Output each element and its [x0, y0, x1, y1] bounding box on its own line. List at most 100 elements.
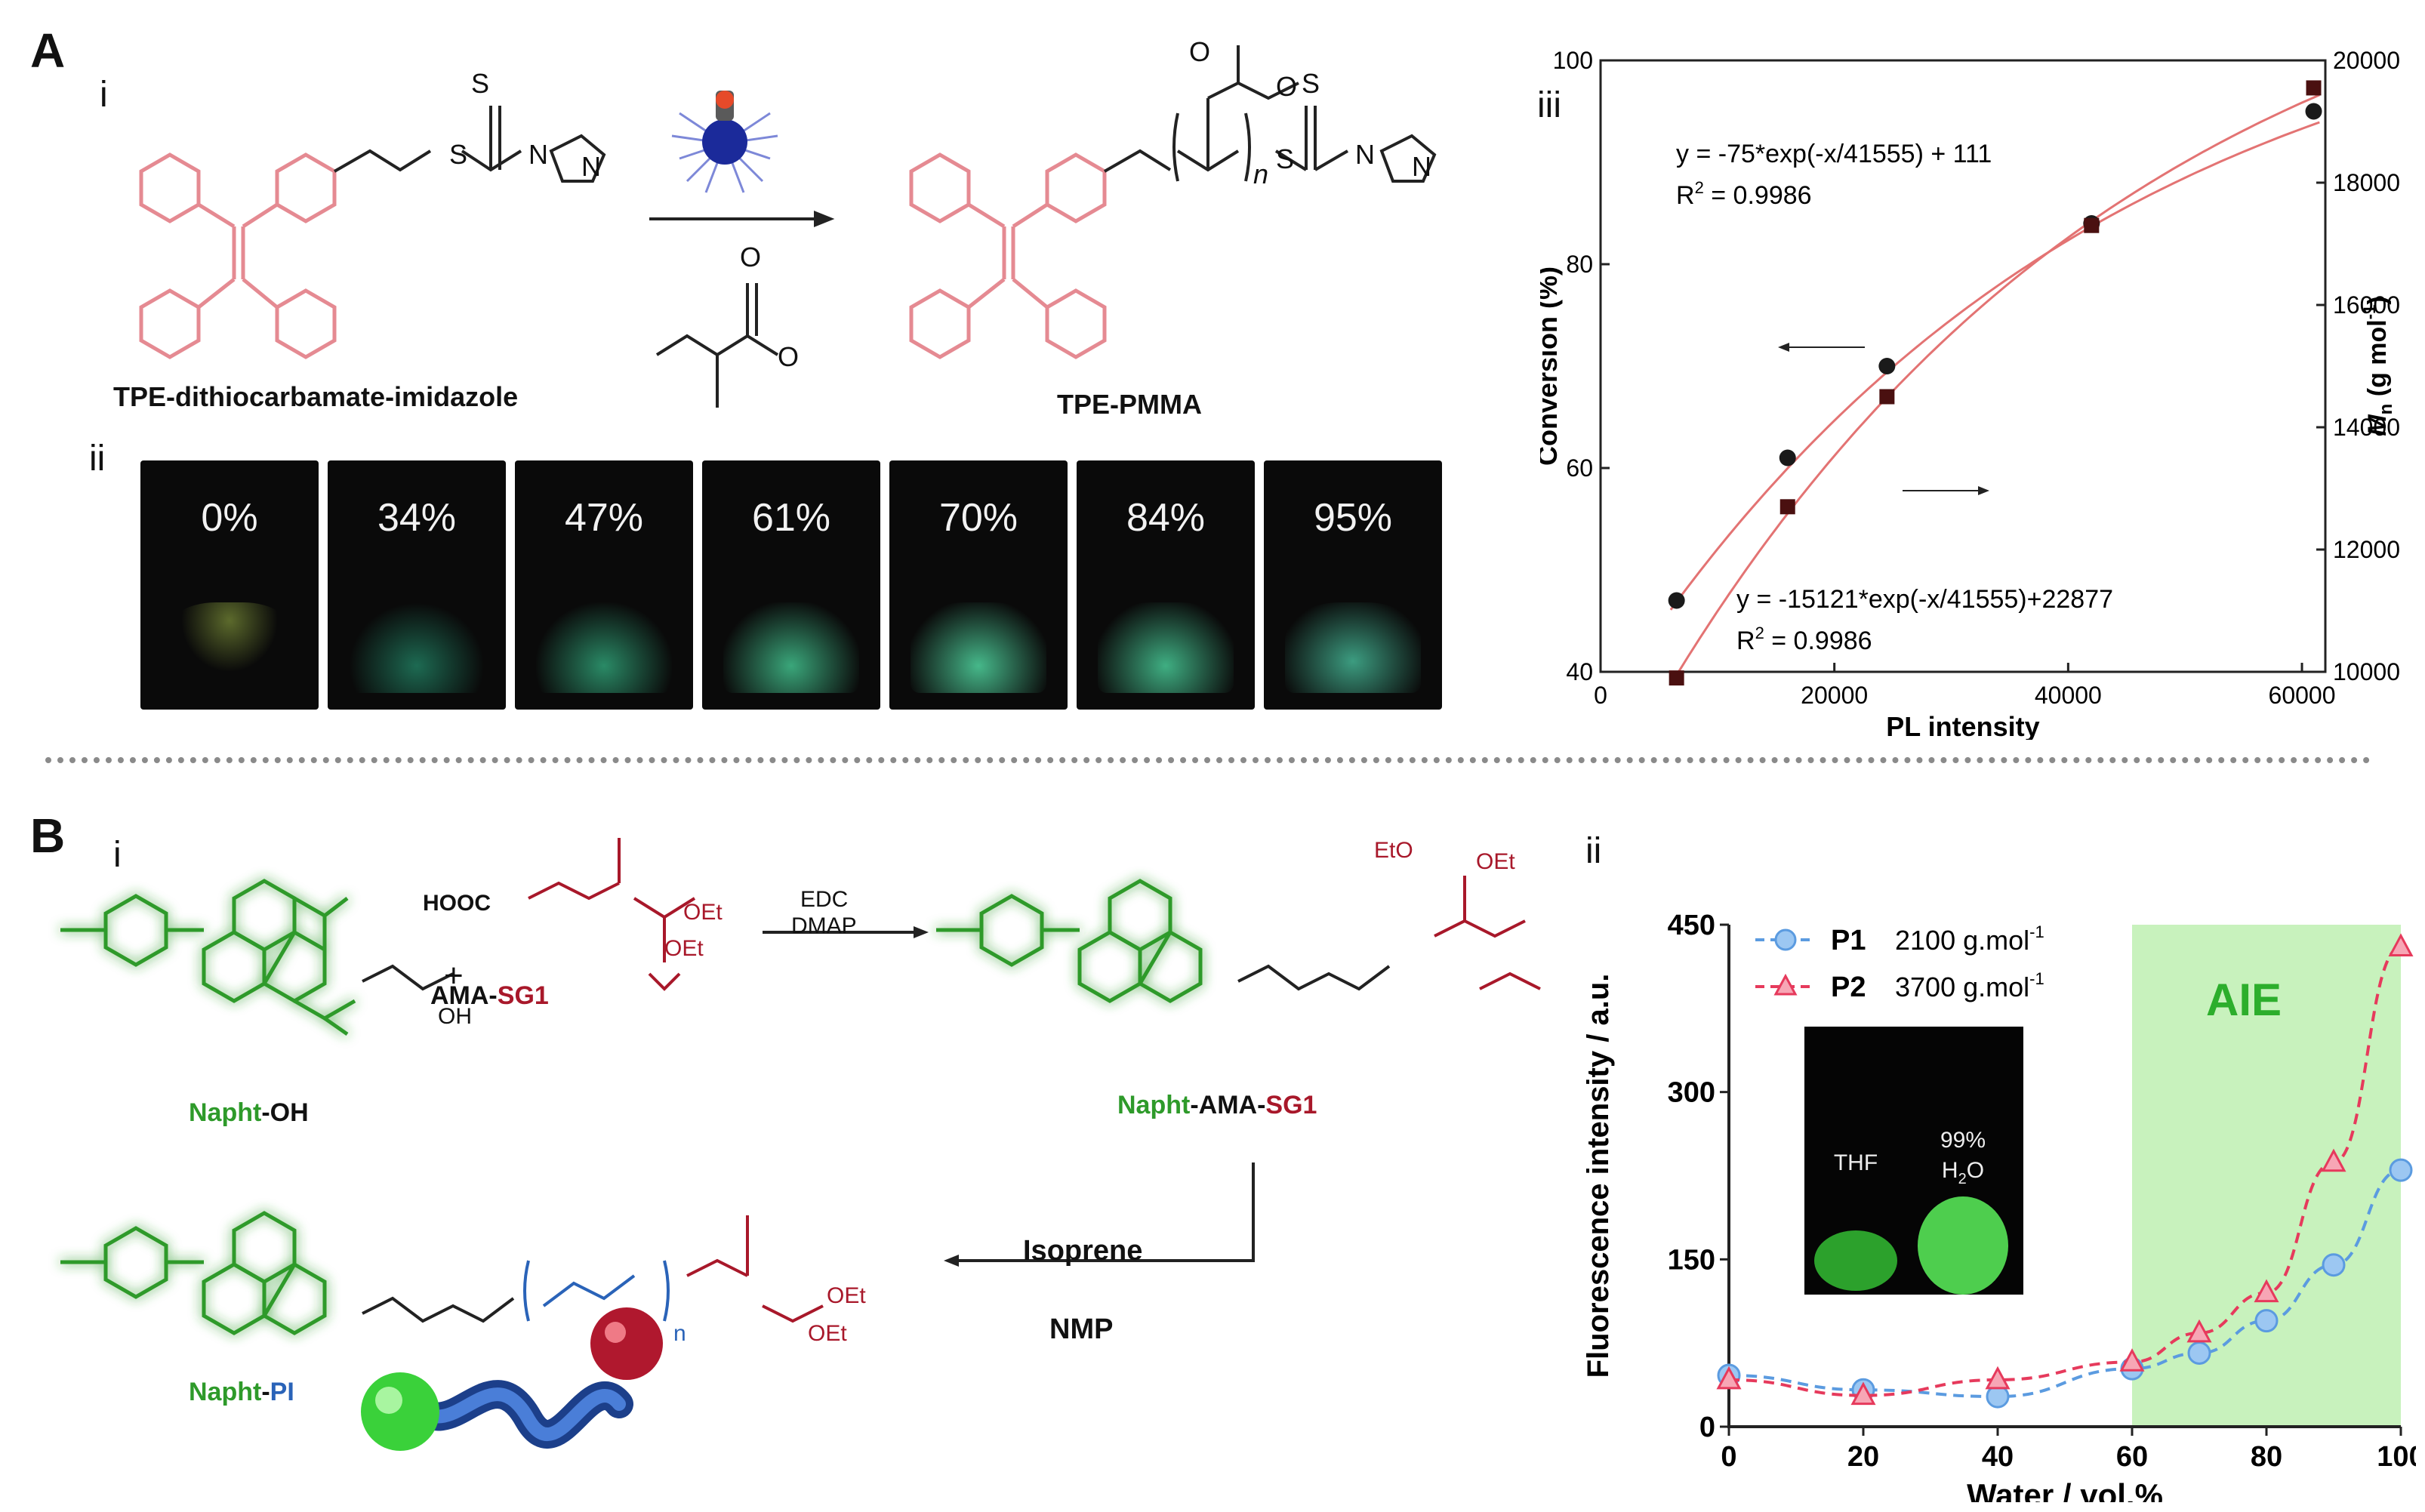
- fit-equation: y = -75*exp(-x/41555) + 111: [1676, 140, 1992, 168]
- y-axis-label: Conversion (%): [1540, 266, 1563, 466]
- polymer-cartoon: [361, 1307, 663, 1451]
- y2-tick-label: 10000: [2333, 658, 2400, 685]
- fluorescence-vs-water-chart: AIE 0 20 40 60 80 100 0 150 300 450 Water / vol.% Fl…: [1582, 910, 2416, 1502]
- legend-mw-part: -1: [2029, 969, 2044, 988]
- fit-curve-mn: [1669, 94, 2320, 685]
- vial-conversion-label: 95%: [1313, 496, 1393, 540]
- x-axis-label: Water / vol.%: [1967, 1477, 2163, 1502]
- inset-water-label-part: O: [1967, 1158, 1984, 1183]
- y2-axis-label-part: (g mol: [2363, 319, 2392, 403]
- napht-ama-sg1-label: Napht-AMA-SG1: [1117, 1091, 1317, 1120]
- atom-label: O: [1189, 36, 1211, 67]
- vial-conversion-label: 0%: [201, 496, 258, 540]
- y2-axis-label: Mn (g mol-1): [2360, 296, 2396, 436]
- x-axis-label: PL intensity: [1886, 711, 2039, 740]
- naphthalimide-scheme: [60, 838, 1541, 1451]
- series-point-p1: [2389, 1158, 2413, 1182]
- atom-label: N: [581, 151, 601, 182]
- legend-mw-part: 3700 g.mol: [1895, 972, 2029, 1002]
- conversion-point: [1779, 449, 1796, 467]
- plot-frame: [1599, 59, 2327, 673]
- fit-r-squared-part: 2: [1755, 624, 1764, 642]
- conversion-vs-pl-chart: 0 20000 40000 60000 40 60 80 100 10000 12000 14000…: [1540, 47, 2400, 740]
- x-tick-label: 40000: [2035, 682, 2102, 709]
- y2-axis-label-part: -1: [2360, 305, 2379, 320]
- atom-label: S: [1302, 68, 1320, 99]
- fit-r-squared-part: 2: [1695, 178, 1704, 197]
- plus-sign: +: [444, 957, 464, 994]
- panel-a-sub-i: i: [100, 75, 108, 115]
- x-tick-label: 60: [2116, 1441, 2148, 1473]
- fit-r-squared: R2 = 0.9986: [1676, 178, 1812, 210]
- vial-photo: 61%: [702, 460, 880, 710]
- fit-equation: y = -15121*exp(-x/41555)+22877: [1736, 585, 2113, 614]
- label-part: SG1: [1265, 1091, 1317, 1119]
- y-tick-label: 80: [1566, 251, 1593, 278]
- panel-b-sub-ii: ii: [1585, 831, 1602, 871]
- panel-a-sub-iii: iii: [1537, 85, 1561, 125]
- atom-label: N: [528, 139, 548, 170]
- y-tick-label: 40: [1566, 658, 1593, 685]
- vial-conversion-label: 47%: [564, 496, 644, 540]
- section-divider: [45, 757, 2371, 763]
- label-part: Napht: [1117, 1091, 1191, 1119]
- label-part: -OH: [261, 1098, 309, 1127]
- label-part: -AMA-: [1190, 1091, 1266, 1119]
- reagent-label: EDC: [800, 887, 849, 912]
- reagent-label: Isoprene: [1023, 1235, 1143, 1267]
- group-label: EtO: [1374, 838, 1413, 863]
- mn-point: [2084, 217, 2100, 233]
- inset-water-glow: [1918, 1196, 2008, 1295]
- x-tick-label: 100: [2377, 1441, 2416, 1473]
- y2-tick-label: 12000: [2333, 536, 2400, 563]
- series-point-p2: [2388, 933, 2414, 957]
- y-tick-label: 0: [1699, 1412, 1715, 1443]
- y2-axis-label-part: ): [2363, 296, 2392, 304]
- inset-water-label-part: H: [1942, 1158, 1958, 1183]
- left-axis-arrowhead: [1778, 343, 1789, 352]
- tpe-phenyl-ring: [1045, 152, 1107, 223]
- series-point-p2: [2186, 1319, 2212, 1343]
- vial-conversion-label: 70%: [938, 496, 1018, 540]
- y-tick-label: 300: [1668, 1077, 1715, 1109]
- legend-series-name: P2: [1831, 972, 1866, 1003]
- fit-r-squared: R2 = 0.9986: [1736, 624, 1872, 655]
- x-tick-label: 40: [1982, 1441, 2014, 1473]
- vial-conversion-label: 61%: [751, 496, 831, 540]
- ama-sg1-label: AMA-SG1: [430, 981, 549, 1011]
- fit-r-squared-part: = 0.9986: [1764, 627, 1872, 655]
- group-label: OEt: [808, 1321, 847, 1346]
- tpe-phenyl-ring: [275, 152, 337, 223]
- series-point-p2: [2254, 1279, 2279, 1303]
- reagent-label: NMP: [1049, 1313, 1114, 1345]
- tpe-phenyl-ring: [909, 152, 971, 223]
- label-part: PI: [270, 1378, 294, 1406]
- y2-tick-label: 18000: [2333, 169, 2400, 196]
- atom-label: O: [778, 341, 800, 372]
- y2-tick-label: 16000: [2333, 291, 2400, 319]
- inset-water-label-part: 2: [1958, 1171, 1967, 1187]
- aie-region: [2132, 925, 2401, 1427]
- group-label: OEt: [683, 900, 723, 925]
- panel-b-sub-i: i: [113, 835, 122, 875]
- mn-point: [1879, 389, 1895, 405]
- series-point-p2: [1716, 1366, 1742, 1390]
- label-part: -: [261, 1378, 270, 1406]
- y2-tick-label: 14000: [2333, 414, 2400, 441]
- label-part: Napht: [189, 1378, 262, 1406]
- y-tick-label: 100: [1553, 47, 1593, 74]
- panel-a-letter: A: [30, 23, 66, 78]
- legend-mw: 3700 g.mol-1: [1895, 969, 2044, 1002]
- tpe-phenyl-ring: [139, 288, 201, 359]
- group-label: HOOC: [423, 891, 491, 916]
- x-tick-label: 20: [1847, 1441, 1879, 1473]
- group-label: n: [673, 1321, 686, 1346]
- y-tick-label: 150: [1668, 1244, 1715, 1276]
- tpe-phenyl-ring: [139, 152, 201, 223]
- mn-point: [1669, 670, 1684, 686]
- y2-axis-label-part: n: [2376, 404, 2396, 415]
- group-label: OEt: [664, 936, 704, 961]
- series-point-p1: [2322, 1253, 2346, 1277]
- mn-point: [1779, 499, 1795, 515]
- light-bulb-icon: [671, 91, 778, 193]
